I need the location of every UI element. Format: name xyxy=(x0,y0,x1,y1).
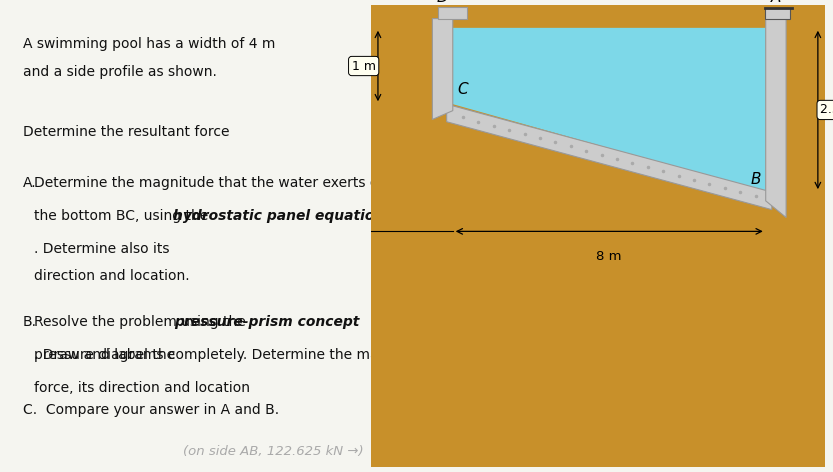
Text: D: D xyxy=(436,0,448,5)
Polygon shape xyxy=(766,18,786,218)
Text: B.: B. xyxy=(22,315,37,329)
Polygon shape xyxy=(453,28,766,192)
Bar xyxy=(438,7,467,18)
Text: and a side profile as shown.: and a side profile as shown. xyxy=(22,65,217,79)
Text: Determine the resultant force: Determine the resultant force xyxy=(22,125,229,139)
Text: direction and location.: direction and location. xyxy=(33,269,189,283)
Bar xyxy=(766,8,790,18)
Polygon shape xyxy=(446,104,772,210)
Text: 8 m: 8 m xyxy=(596,250,622,263)
Text: 2.5 m: 2.5 m xyxy=(821,103,833,117)
Text: . Draw and label the: . Draw and label the xyxy=(33,348,175,362)
Text: (on side AB, 122.625 kN →): (on side AB, 122.625 kN →) xyxy=(183,445,364,458)
Text: B: B xyxy=(751,172,761,187)
Polygon shape xyxy=(432,18,453,119)
Text: A: A xyxy=(771,0,781,5)
Text: hydrostatic panel equations: hydrostatic panel equations xyxy=(173,209,393,223)
Text: C.  Compare your answer in A and B.: C. Compare your answer in A and B. xyxy=(22,403,279,416)
Polygon shape xyxy=(372,5,825,467)
Text: 1 m: 1 m xyxy=(352,59,376,73)
Text: the bottom BC, using the: the bottom BC, using the xyxy=(33,209,212,223)
Text: Determine the magnitude that the water exerts on walls AB and DC, and on: Determine the magnitude that the water e… xyxy=(33,176,561,190)
Text: A.: A. xyxy=(22,176,37,190)
Text: Resolve the problem using the: Resolve the problem using the xyxy=(33,315,250,329)
Text: force, its direction and location: force, its direction and location xyxy=(33,381,250,395)
Text: . Determine also its: . Determine also its xyxy=(33,243,169,256)
Text: C: C xyxy=(457,82,468,97)
Text: A swimming pool has a width of 4 m: A swimming pool has a width of 4 m xyxy=(22,37,275,51)
Text: pressure-prism concept: pressure-prism concept xyxy=(174,315,359,329)
Text: pressure diagrams completely. Determine the magnitude of the hydrostatic: pressure diagrams completely. Determine … xyxy=(33,348,559,362)
